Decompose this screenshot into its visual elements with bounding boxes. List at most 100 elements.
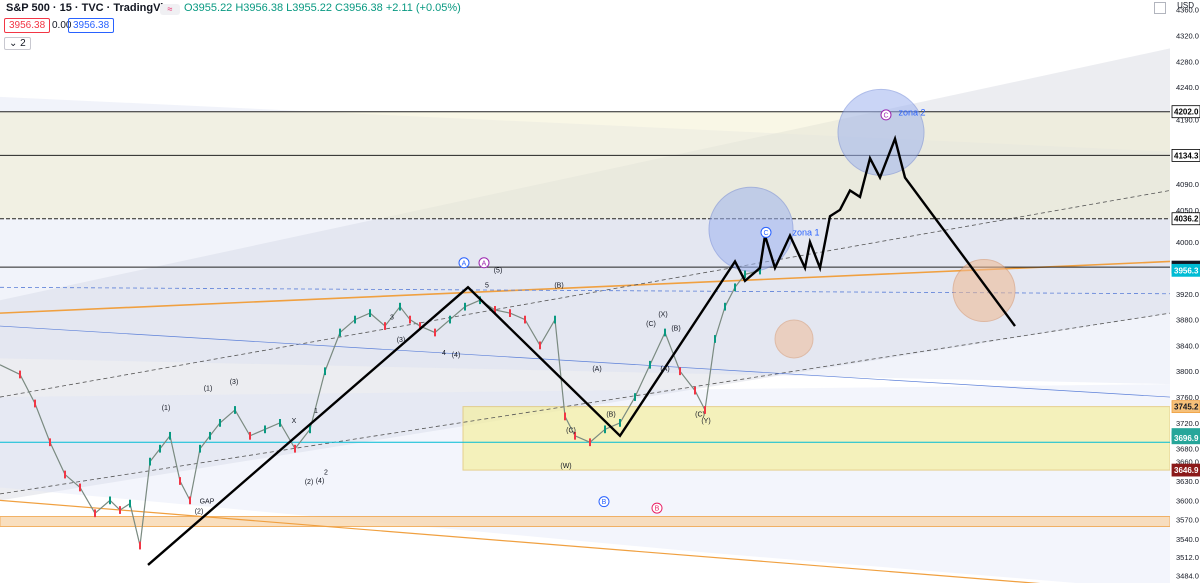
wave-label: (W): [560, 463, 571, 470]
visibility-toggle-icon[interactable]: ≈: [160, 4, 180, 15]
wave-label: 1: [314, 408, 318, 415]
wave-circle-marker: [458, 257, 470, 269]
wave-label: GAP: [200, 499, 215, 506]
price-label-box: [1171, 431, 1200, 445]
resistance-zone: [0, 111, 1170, 219]
y-tick-label: 3760.0: [1176, 393, 1199, 402]
wave-label: (B): [554, 282, 563, 289]
chevron-down-icon: ⌄: [9, 38, 18, 49]
wave-circle-marker: [478, 257, 490, 269]
price-label-box: [1171, 105, 1200, 119]
settings-icon[interactable]: [1154, 2, 1166, 14]
wave-circle-label: B: [602, 499, 607, 506]
wave-label: (B): [606, 411, 615, 418]
wave-circle-label: A: [462, 260, 467, 267]
target-circle-small[interactable]: [774, 319, 814, 359]
wave-circle-marker: [880, 109, 892, 121]
price-label: 4202.0: [1174, 108, 1199, 117]
y-tick-label: 3800.0: [1176, 367, 1199, 376]
wave-label: (4): [452, 352, 461, 359]
currency-label: USD: [1177, 1, 1194, 10]
demand-band: [0, 516, 1170, 528]
y-tick-label: 3680.0: [1176, 445, 1199, 454]
wave-label: (2): [305, 479, 314, 486]
indicators-toggle[interactable]: ⌄ 2: [4, 37, 31, 50]
price-label: 3745.2: [1174, 403, 1199, 412]
price-label-box: [1171, 149, 1200, 162]
wave-circle-label: C: [883, 112, 888, 119]
price-label: 3696.9: [1174, 434, 1199, 443]
dashed-lower-line: [0, 312, 1170, 495]
wave-label: (2): [195, 508, 204, 515]
chart-header: S&P 500 · 15 · TVC · TradingView O3955.2…: [6, 2, 461, 14]
wave-label: 2: [324, 470, 328, 477]
y-tick-label: 3920.0: [1176, 290, 1199, 299]
y-tick-label: 4190.0: [1176, 115, 1199, 124]
y-tick-label: 3840.0: [1176, 341, 1199, 350]
y-tick-label: 3484.0: [1176, 571, 1199, 580]
wave-label: zona 1: [792, 228, 819, 238]
wave-circle-label: C: [763, 230, 768, 237]
wave-label: (C): [646, 321, 656, 328]
wave-label: (X): [658, 311, 667, 318]
wave-label: 3: [390, 315, 394, 322]
wave-label: (3): [230, 379, 239, 386]
price-label: 3956.3: [1174, 266, 1199, 275]
price-label-box: [1171, 212, 1200, 226]
y-tick-label: 4090.0: [1176, 180, 1199, 189]
y-tick-label: 3660.0: [1176, 458, 1199, 467]
wave-label: 5: [485, 282, 489, 289]
y-tick-label: 3540.0: [1176, 535, 1199, 544]
y-tick-label: 3600.0: [1176, 496, 1199, 505]
price-label: 3646.9: [1174, 466, 1199, 475]
y-tick-label: 3570.0: [1176, 516, 1199, 525]
wave-label: (A): [592, 366, 601, 373]
y-tick-label: 4360.0: [1176, 6, 1199, 15]
wave-label: 4: [442, 350, 446, 357]
wave-circle-marker: [760, 226, 772, 238]
wave-label: (1): [204, 386, 213, 393]
y-tick-label: 3512.0: [1176, 553, 1199, 562]
support-zone: [462, 406, 1170, 471]
price-label-box: [1171, 463, 1200, 477]
wave-circle-label: B: [655, 506, 660, 513]
wave-label: (1): [162, 405, 171, 412]
price-label-box: [1171, 263, 1200, 277]
buy-price[interactable]: 3956.38: [68, 18, 115, 33]
blue-line: [0, 325, 1170, 398]
wave-label: (A): [660, 366, 669, 373]
wave-circle-label: A: [482, 260, 487, 267]
wave-circle-marker: [598, 496, 610, 508]
y-tick-label: 3720.0: [1176, 419, 1199, 428]
zone-1-circle[interactable]: [708, 186, 794, 272]
sell-price[interactable]: 3956.38: [4, 18, 51, 33]
price-scale-background: [1170, 0, 1200, 583]
y-tick-label: 4050.0: [1176, 206, 1199, 215]
y-tick-label: 3630.0: [1176, 477, 1199, 486]
y-tick-label: 4240.0: [1176, 83, 1199, 92]
price-label: 4036.2: [1174, 215, 1199, 224]
wave-projection-line[interactable]: [147, 134, 1016, 566]
wave-label: (C): [695, 411, 705, 418]
wave-label: X: [292, 418, 297, 425]
spread-value: 0.00: [52, 20, 72, 31]
wave-label: (3): [397, 337, 406, 344]
price-label: 4134.3: [1174, 151, 1199, 160]
orange-lower-trendline: [0, 499, 1041, 583]
ohlc-readout: O3955.22 H3956.38 L3955.22 C3956.38 +2.1…: [183, 2, 461, 14]
wave-circle-marker: [651, 502, 663, 514]
wave-label: (4): [316, 478, 325, 485]
wave-label: (B): [671, 326, 680, 333]
wave-label: (Y): [701, 418, 710, 425]
zone-2-circle[interactable]: [837, 88, 925, 176]
y-tick-label: 4000.0: [1176, 238, 1199, 247]
indicator-count: 2: [20, 38, 26, 49]
price-line[interactable]: [0, 269, 761, 546]
y-tick-label: 3880.0: [1176, 316, 1199, 325]
y-tick-label: 4280.0: [1176, 57, 1199, 66]
y-tick-label: 4320.0: [1176, 32, 1199, 41]
wave-label: (C): [566, 428, 576, 435]
symbol-title[interactable]: S&P 500 · 15 · TVC · TradingView: [6, 2, 178, 14]
wave-label: (5): [494, 267, 503, 274]
